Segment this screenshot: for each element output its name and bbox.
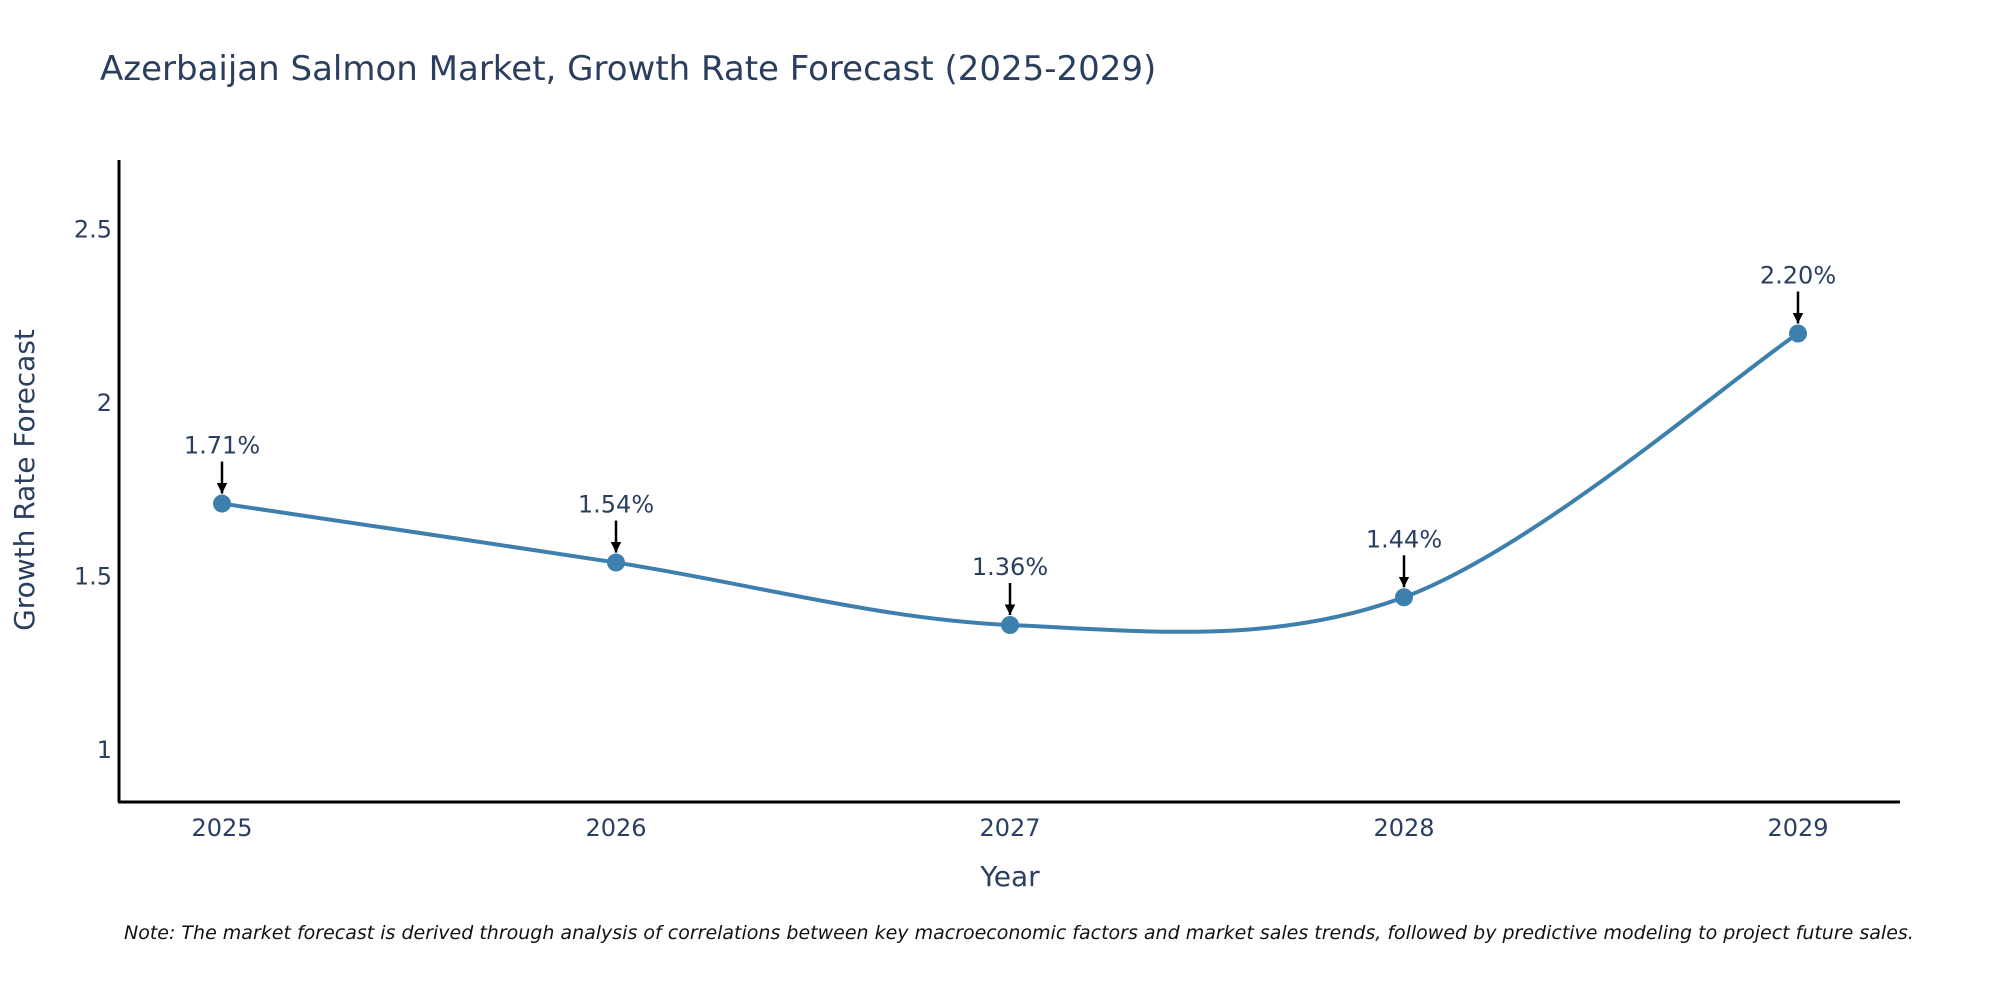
data-point-2026: [607, 553, 625, 572]
data-label: 2.20%: [1760, 262, 1836, 290]
y-tick-label: 1.5: [74, 562, 112, 590]
chart-title: Azerbaijan Salmon Market, Growth Rate Fo…: [100, 49, 1156, 89]
x-tick-label: 2027: [979, 814, 1040, 842]
y-tick-label: 1: [97, 736, 112, 764]
x-tick-label: 2025: [191, 814, 252, 842]
x-axis-title: Year: [979, 860, 1040, 893]
data-label: 1.44%: [1366, 525, 1442, 553]
x-tick-label: 2028: [1373, 814, 1434, 842]
data-point-2028: [1395, 588, 1413, 607]
data-annotations: 1.71% 1.54% 1.36% 1.44% 2.20%: [184, 262, 1836, 616]
x-tick-label: 2026: [585, 814, 646, 842]
data-point-2027: [1001, 616, 1019, 635]
y-tick-label: 2.5: [74, 215, 112, 243]
data-markers: [213, 324, 1807, 635]
y-axis-ticks: 1 1.5 2 2.5: [74, 215, 112, 764]
data-label: 1.54%: [578, 491, 654, 519]
x-axis-ticks: 2025 2026 2027 2028 2029: [191, 814, 1828, 842]
y-axis-title: Growth Rate Forecast: [8, 329, 41, 631]
data-point-2025: [213, 494, 231, 513]
y-tick-label: 2: [97, 389, 112, 417]
data-label: 1.71%: [184, 432, 260, 460]
data-label: 1.36%: [972, 553, 1048, 581]
footnote: Note: The market forecast is derived thr…: [124, 922, 1914, 944]
x-tick-label: 2029: [1767, 814, 1828, 842]
data-point-2029: [1789, 324, 1807, 343]
